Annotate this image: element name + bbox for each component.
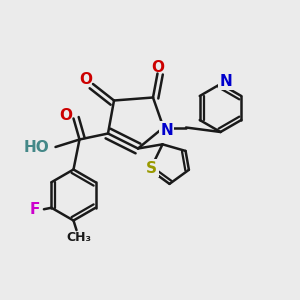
- Text: O: O: [59, 108, 73, 123]
- Text: O: O: [151, 60, 164, 75]
- Text: CH₃: CH₃: [66, 231, 92, 244]
- Text: HO: HO: [24, 140, 50, 154]
- Text: N: N: [160, 123, 173, 138]
- Text: F: F: [30, 202, 40, 217]
- Text: O: O: [79, 72, 92, 87]
- Text: N: N: [220, 74, 232, 88]
- Text: S: S: [146, 161, 157, 176]
